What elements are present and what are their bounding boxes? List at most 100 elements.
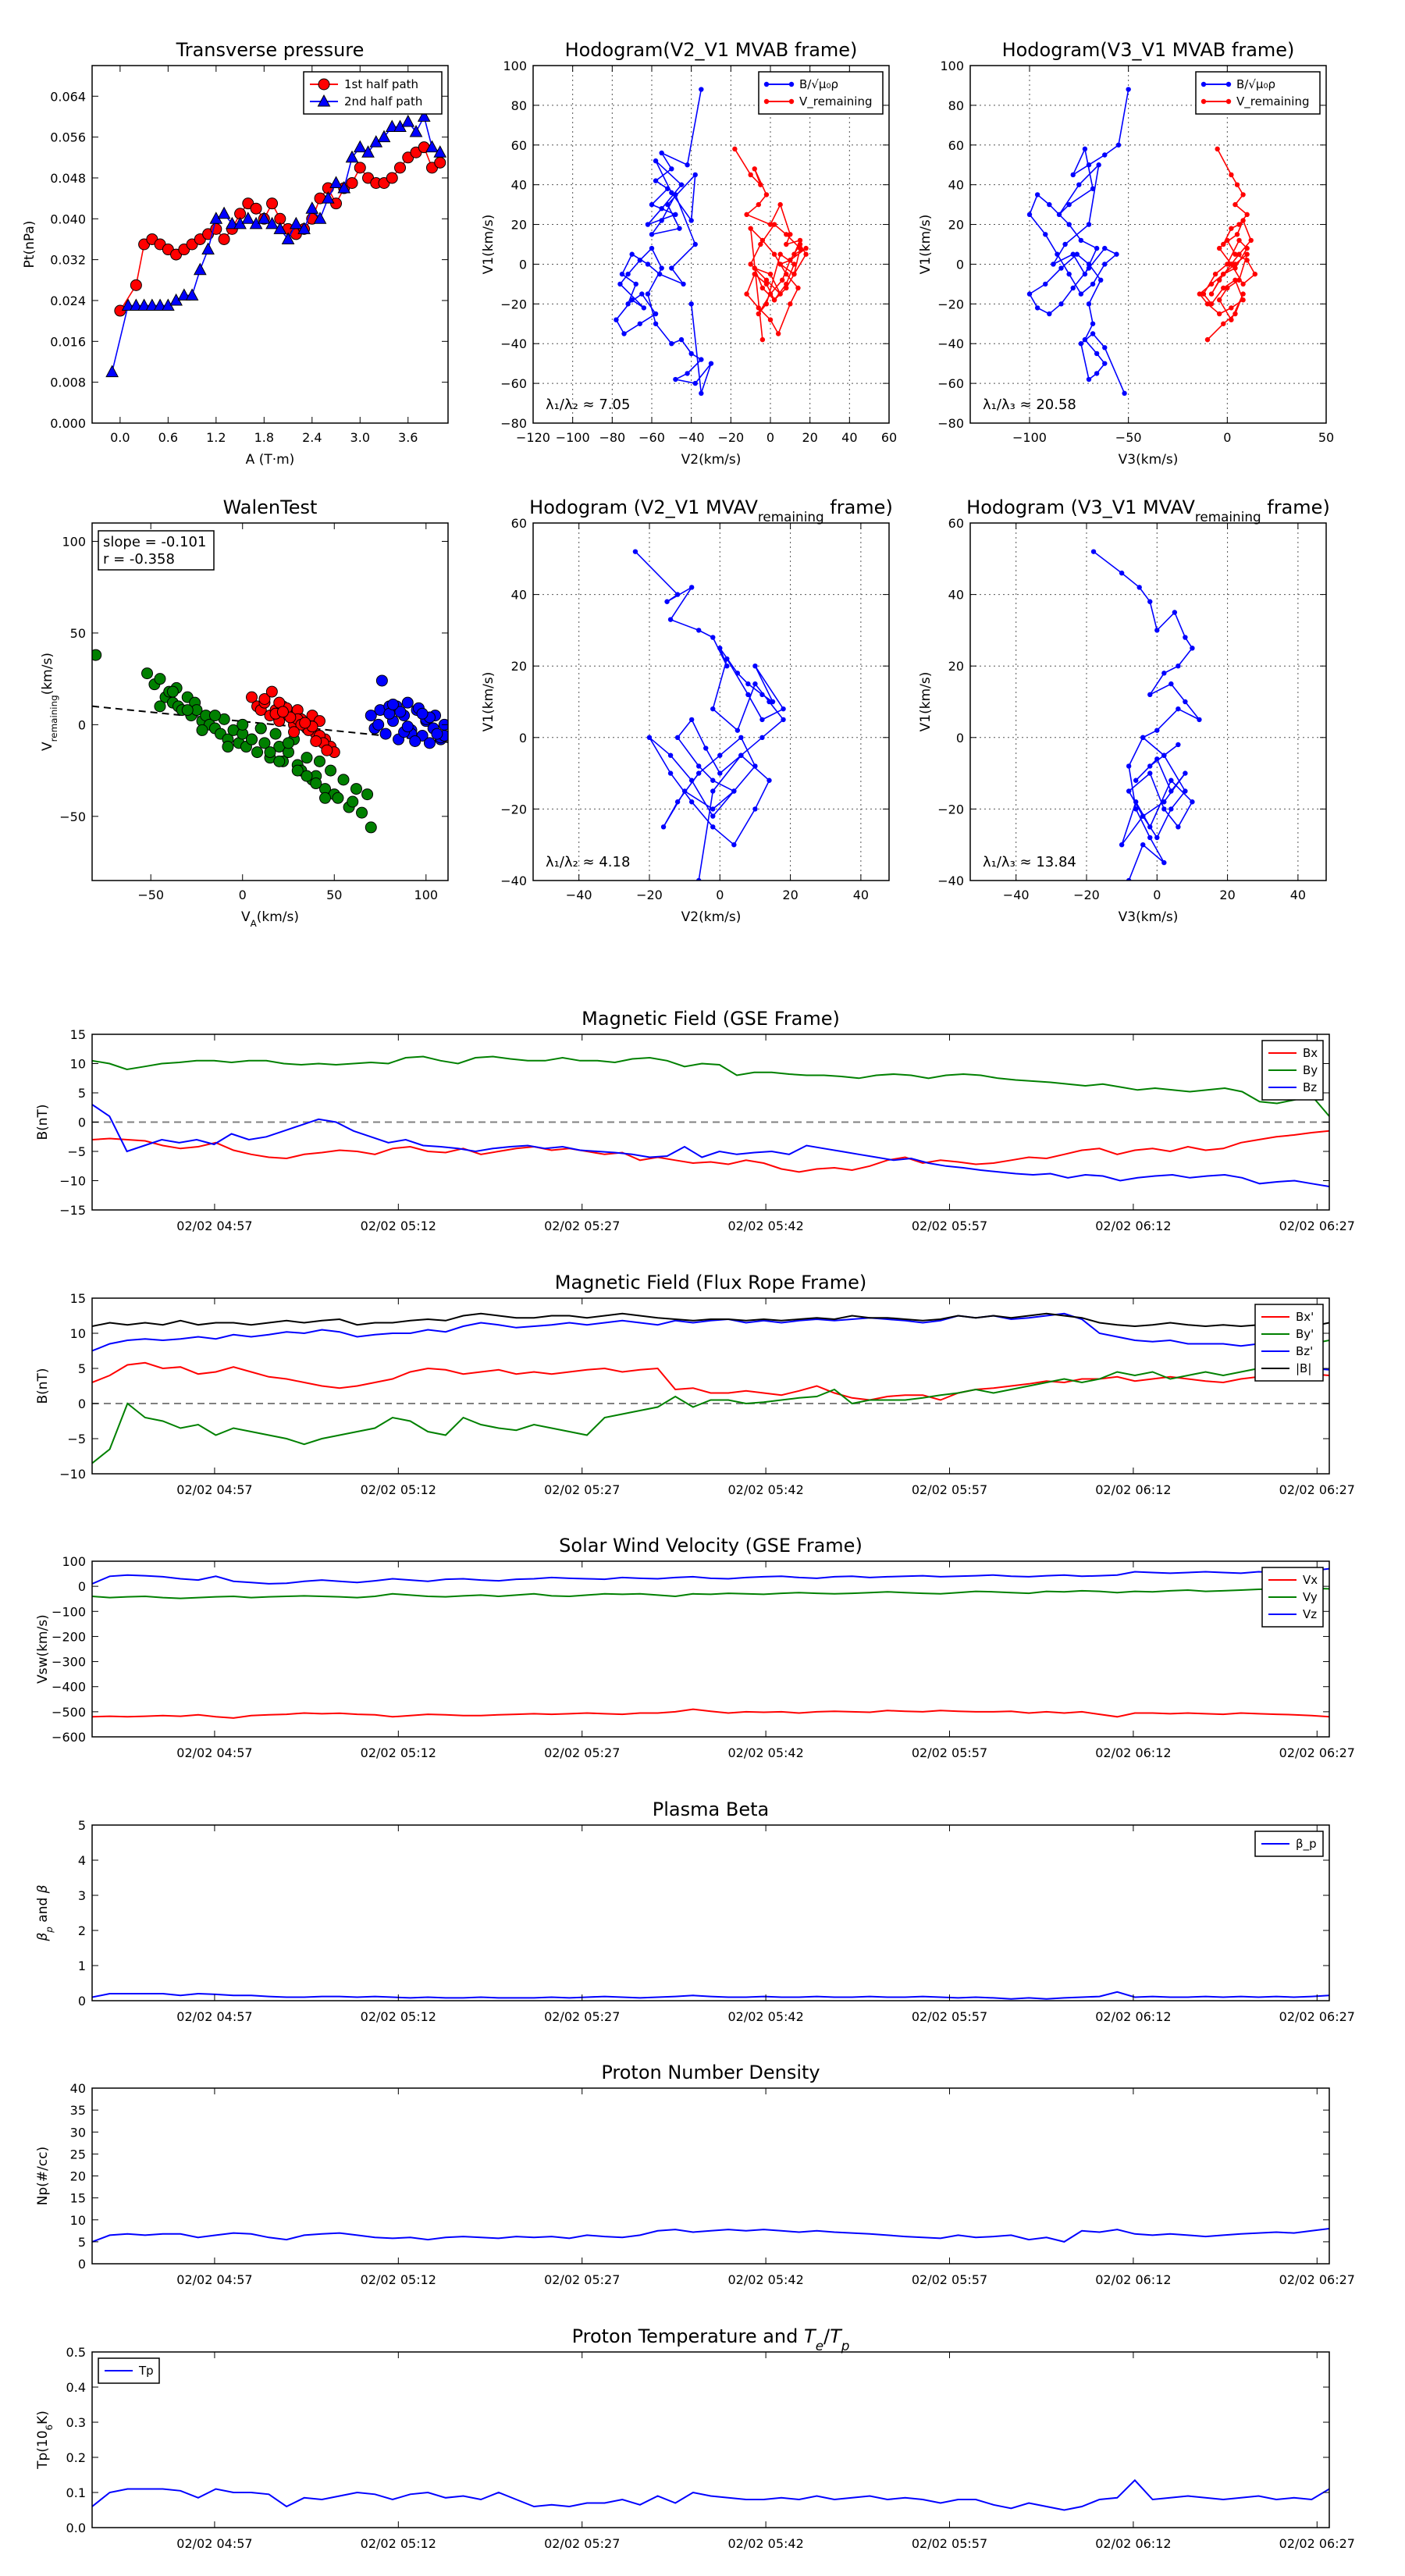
chart-title: Hodogram (V3_V1 MVAVremaining frame) <box>966 496 1330 525</box>
x-tick-label: −50 <box>137 888 164 902</box>
series-0-point <box>752 681 758 687</box>
series-0-point <box>1176 664 1181 669</box>
text-span: T <box>804 2325 817 2347</box>
series-0-point <box>258 737 271 749</box>
x-tick-label: 02/02 05:57 <box>912 1482 987 1497</box>
series-V-remaining-point <box>803 251 809 257</box>
series-V-remaining-point <box>1208 291 1215 297</box>
series-B--point <box>1082 271 1088 277</box>
series-0-point <box>1126 763 1132 769</box>
y-tick-label: 35 <box>70 2103 86 2118</box>
text-span: β <box>35 1933 51 1942</box>
series-0-point <box>154 673 166 685</box>
series-V-remaining-point <box>784 281 789 287</box>
ratio-annotation: λ₁/λ₂ ≈ 4.18 <box>546 854 630 870</box>
text-span: remaining <box>1195 509 1261 525</box>
y-tick-label: 10 <box>70 1057 86 1072</box>
legend-label: Vy <box>1303 1590 1318 1604</box>
series-Vy-line <box>92 1587 1329 1599</box>
y-tick-label: 0 <box>956 731 964 745</box>
series-2nd-half-path-point <box>121 298 135 311</box>
chart-vsw: −600 −500 −400 −300 −200 −100 0 100 02/02 04:57 0… <box>52 1554 1355 1760</box>
series-1st-half-path-point <box>266 197 279 210</box>
series-2nd-half-path-point <box>417 109 431 122</box>
y-tick-label: 40 <box>70 2081 86 2096</box>
y-tick-label: 0 <box>78 1115 86 1130</box>
plot-area <box>92 1055 1329 1187</box>
series-B--line <box>1028 89 1129 394</box>
series-V-remaining-point <box>756 311 761 317</box>
series-B--point <box>1076 182 1082 187</box>
series-0-point <box>759 692 765 698</box>
series-V-remaining-point <box>780 277 785 283</box>
series-V-remaining-point <box>1204 336 1211 343</box>
series-2nd-half-path-point <box>145 298 159 311</box>
series-2-point <box>416 707 429 720</box>
series-0-point <box>1119 842 1125 848</box>
series-B--point <box>645 291 651 297</box>
series-1-point <box>265 685 278 698</box>
series-V-remaining-point <box>797 245 803 251</box>
text-span: 10 <box>35 2430 51 2447</box>
legend-label: |B| <box>1296 1361 1311 1375</box>
series-V-remaining-point <box>1225 285 1230 291</box>
series-0-point <box>1126 877 1132 881</box>
series-0-point <box>710 813 716 819</box>
text-span: V3(km/s) <box>1119 909 1179 925</box>
legend-label: β_p <box>1296 1837 1317 1852</box>
series-B--point <box>656 271 663 277</box>
series-0-point <box>313 755 325 767</box>
series-2nd-half-path-point <box>217 206 231 219</box>
series-2nd-half-path-point <box>345 150 359 163</box>
x-tick-label: 60 <box>881 430 897 445</box>
text-span: p <box>841 2338 850 2354</box>
y-tick-label: 0 <box>78 1397 86 1411</box>
series-2-point <box>409 735 422 747</box>
x-tick-label: 02/02 05:12 <box>361 2272 436 2287</box>
chart-title: Plasma Beta <box>653 1799 769 1820</box>
series-0-point <box>688 777 695 783</box>
series-B--point <box>1082 146 1088 152</box>
series-V-remaining-point <box>791 262 797 267</box>
series-0-point <box>1154 628 1160 633</box>
series-0-point <box>1168 777 1174 783</box>
legend: β_p <box>1254 1831 1324 1857</box>
series-B--point <box>1086 222 1092 227</box>
x-tick-label: 02/02 05:42 <box>727 2272 803 2287</box>
series-V-remaining-point <box>748 172 753 178</box>
y-axis-label: V1(km/s) <box>481 215 496 275</box>
series-V-remaining-point <box>756 305 761 311</box>
series-0-point <box>674 735 681 740</box>
legend-label: By' <box>1296 1327 1314 1341</box>
series-0-point <box>1183 788 1188 794</box>
series-B--point <box>673 192 678 197</box>
series-0-point <box>664 599 670 604</box>
text-span: Solar Wind Velocity (GSE Frame) <box>559 1535 863 1557</box>
series-V-remaining-point <box>1229 262 1234 267</box>
y-tick-label: 10 <box>70 2213 86 2228</box>
legend-label: Vz <box>1303 1607 1317 1621</box>
series-2nd-half-path-point <box>265 216 279 229</box>
text-span: V <box>241 909 251 925</box>
series-2nd-half-path-point <box>185 288 199 301</box>
series-1-point <box>258 692 271 705</box>
series-0-point <box>688 717 695 723</box>
series-B--point <box>1086 265 1092 271</box>
series-V-remaining-point <box>1217 277 1222 283</box>
text-span: Hodogram(V2_V1 MVAB frame) <box>565 39 858 61</box>
series-V-remaining-point <box>744 291 749 297</box>
text-span: Transverse pressure <box>176 39 365 61</box>
series-2-point <box>365 710 377 722</box>
series-2-point <box>401 696 414 709</box>
series-0-point <box>667 753 674 758</box>
legend-box <box>758 71 884 115</box>
series-V-remaining-point <box>1221 321 1226 326</box>
series-B--point <box>649 232 655 237</box>
y-tick-label: 0.4 <box>66 2380 86 2395</box>
series-0-point <box>660 824 667 830</box>
text-span: (km/s) <box>257 909 299 925</box>
series-0-point <box>667 617 674 622</box>
series-B--point <box>1026 212 1033 218</box>
series-B--point <box>692 241 698 247</box>
y-tick-label: −50 <box>59 809 86 824</box>
